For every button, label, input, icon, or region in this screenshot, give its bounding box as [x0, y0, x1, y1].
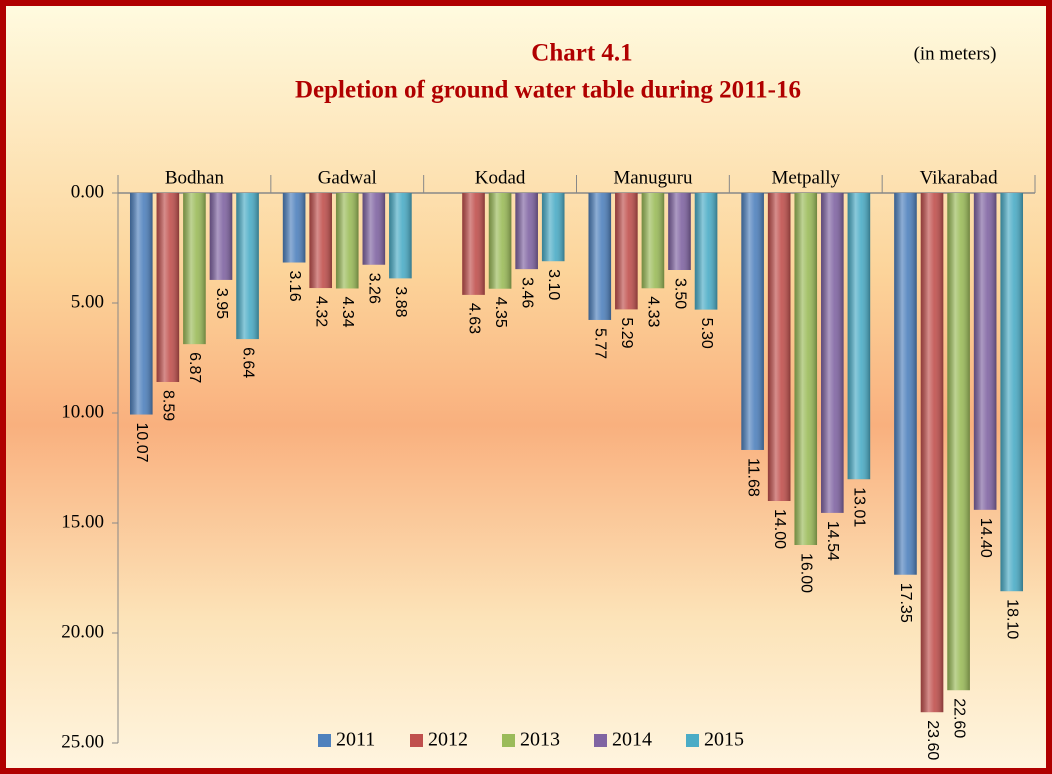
data-label: 4.63 [465, 303, 482, 334]
bar-shine [541, 193, 565, 262]
data-label: 4.34 [339, 296, 356, 327]
category-label: Vikarabad [920, 167, 998, 188]
bar-shine [362, 193, 386, 265]
bar-shine [615, 193, 638, 310]
legend-label: 2012 [428, 729, 468, 751]
data-label: 3.95 [213, 288, 230, 319]
data-label: 4.35 [492, 297, 509, 328]
bar-shine [641, 193, 665, 289]
category-label: Manuguru [613, 167, 693, 188]
bar-shine [335, 193, 359, 289]
data-label: 4.32 [312, 296, 329, 327]
category-label: Kodad [475, 167, 526, 188]
bar-shine [920, 193, 944, 713]
y-tick-label: 5.00 [71, 291, 104, 312]
data-label: 10.07 [133, 423, 150, 463]
data-label: 14.40 [977, 518, 994, 558]
legend-label: 2015 [704, 729, 744, 751]
bar-shine [183, 193, 206, 345]
legend-label: 2013 [520, 729, 560, 751]
bar-shine [515, 193, 538, 270]
bar-shine [847, 193, 871, 480]
bar-shine [309, 193, 332, 289]
bar-shine [741, 193, 764, 450]
data-label: 11.68 [744, 458, 761, 497]
data-label: 3.10 [545, 269, 562, 300]
data-label: 4.33 [645, 296, 662, 327]
data-label: 5.29 [618, 317, 635, 348]
y-tick-label: 10.00 [61, 401, 104, 422]
bar-shine [462, 193, 485, 295]
legend-swatch [686, 734, 699, 747]
data-label: 14.54 [824, 521, 841, 561]
bar-shine [156, 193, 180, 382]
data-label: 3.26 [366, 273, 383, 304]
data-label: 16.00 [798, 553, 815, 593]
y-tick-label: 15.00 [61, 511, 104, 532]
data-label: 23.60 [924, 720, 941, 760]
legend-swatch [502, 734, 515, 747]
legend-label: 2011 [336, 729, 375, 751]
category-label: Bodhan [165, 167, 225, 188]
bar-shine [947, 193, 970, 691]
bar-shine [973, 193, 997, 510]
data-label: 3.50 [671, 278, 688, 309]
y-tick-label: 25.00 [61, 731, 104, 752]
bar-shine [282, 193, 306, 263]
legend-swatch [410, 734, 423, 747]
data-label: 6.64 [239, 347, 256, 378]
bar-shine [488, 193, 512, 289]
data-label: 5.30 [698, 318, 715, 349]
legend-label: 2014 [612, 729, 652, 751]
bar-shine [588, 193, 612, 320]
data-label: 17.35 [897, 583, 914, 623]
data-label: 18.10 [1003, 599, 1020, 639]
bar-shine [668, 193, 691, 270]
data-label: 8.59 [160, 390, 177, 421]
data-label: 22.60 [950, 698, 967, 738]
bar-shine [821, 193, 844, 513]
y-tick-label: 20.00 [61, 621, 104, 642]
data-label: 3.88 [392, 286, 409, 317]
bar-shine [794, 193, 818, 545]
chart-subtitle: Depletion of ground water table during 2… [295, 77, 801, 104]
data-label: 13.01 [851, 487, 868, 527]
bar-shine [129, 193, 153, 415]
data-label: 5.77 [592, 328, 609, 359]
data-label: 6.87 [186, 352, 203, 383]
data-label: 14.00 [771, 509, 788, 549]
legend-swatch [594, 734, 607, 747]
bar-shine [1000, 193, 1024, 592]
legend-swatch [318, 734, 331, 747]
category-label: Gadwal [318, 167, 377, 188]
chart-title: Chart 4.1 [531, 40, 632, 67]
bar-shine [389, 193, 412, 279]
data-label: 3.46 [518, 277, 535, 308]
bar-shine [894, 193, 917, 575]
data-label: 3.16 [286, 271, 303, 302]
category-label: Metpally [771, 167, 840, 188]
bar-shine [694, 193, 718, 310]
bar-shine [236, 193, 259, 340]
unit-note: (in meters) [914, 43, 997, 64]
bar-shine [209, 193, 233, 280]
y-tick-label: 0.00 [71, 181, 104, 202]
bar-shine [767, 193, 791, 501]
